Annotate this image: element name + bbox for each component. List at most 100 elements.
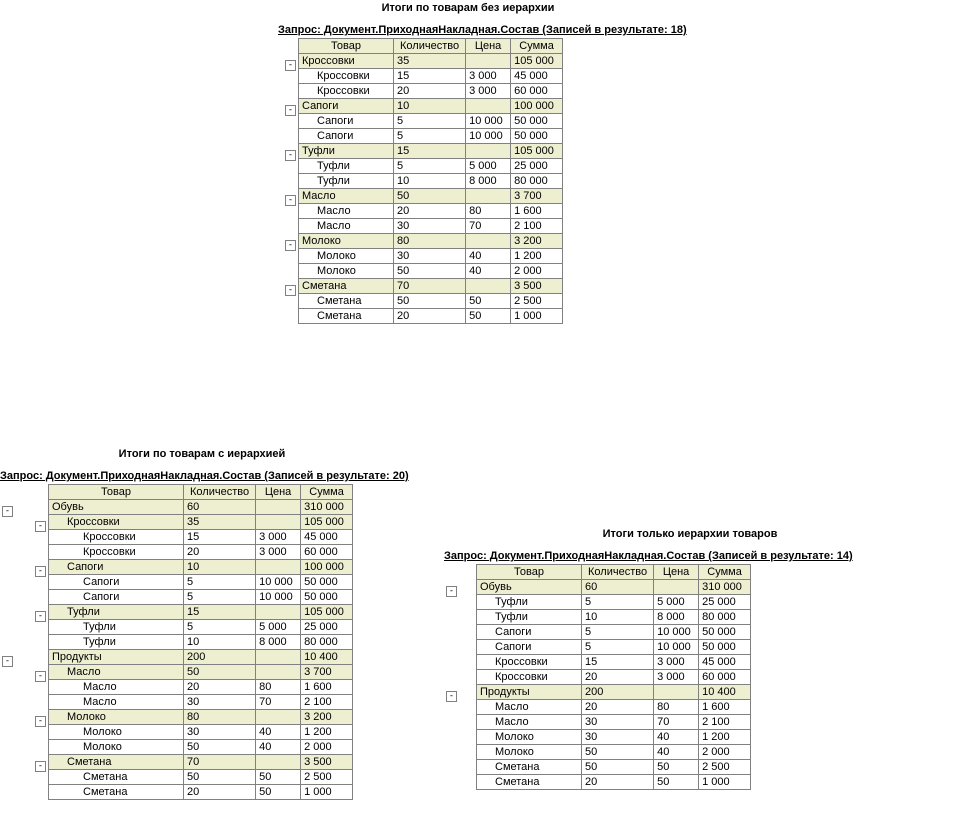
table-cell [256,710,301,725]
table-row[interactable]: Сапоги510 00050 000 [477,640,751,655]
column-header: Товар [299,39,394,54]
table-row[interactable]: Туфли15105 000 [49,605,353,620]
table-row[interactable]: Масло20801 600 [299,204,563,219]
table-row[interactable]: Молоко803 200 [49,710,353,725]
table-row[interactable]: Кроссовки35105 000 [299,54,563,69]
table-row[interactable]: Туфли108 00080 000 [49,635,353,650]
table-row[interactable]: Обувь60310 000 [477,580,751,595]
table-row[interactable]: Сапоги510 00050 000 [49,575,353,590]
table-cell: 50 [394,189,466,204]
table-row[interactable]: Сметана20501 000 [299,309,563,324]
table-cell: 15 [184,530,256,545]
table-row[interactable]: Туфли55 00025 000 [49,620,353,635]
table-row[interactable]: Продукты20010 400 [477,685,751,700]
collapse-icon[interactable]: - [285,105,296,116]
table-row[interactable]: Кроссовки203 00060 000 [477,670,751,685]
table-row[interactable]: Сметана50502 500 [299,294,563,309]
table-row[interactable]: Кроссовки35105 000 [49,515,353,530]
table-row[interactable]: Продукты20010 400 [49,650,353,665]
table-row[interactable]: Молоко50402 000 [477,745,751,760]
table-row[interactable]: Сапоги10100 000 [49,560,353,575]
tree-row [0,774,48,789]
table-row[interactable]: Молоко803 200 [299,234,563,249]
table-row[interactable]: Сметана50502 500 [477,760,751,775]
panel3: Запрос: Документ.ПриходнаяНакладная.Сост… [444,550,853,794]
table-cell: 10 [582,610,654,625]
tree-row [278,223,298,238]
panel1-query-link[interactable]: Запрос: Документ.ПриходнаяНакладная.Сост… [278,24,687,36]
table-cell: 10 000 [466,114,511,129]
table-cell: 105 000 [511,54,563,69]
tree-row [444,629,476,644]
table-cell: 50 [184,665,256,680]
table-row[interactable]: Сметана20501 000 [477,775,751,790]
table-row[interactable]: Масло30702 100 [477,715,751,730]
table-row[interactable]: Молоко50402 000 [299,264,563,279]
collapse-icon[interactable]: - [35,671,46,682]
collapse-icon[interactable]: - [35,716,46,727]
tree-row: - [0,759,48,774]
table-cell: 50 [582,760,654,775]
table-row[interactable]: Масло503 700 [299,189,563,204]
table-cell: 60 000 [511,84,563,99]
table-cell: Молоко [477,730,582,745]
table-row[interactable]: Кроссовки153 00045 000 [299,69,563,84]
table-row[interactable]: Туфли55 00025 000 [299,159,563,174]
collapse-icon[interactable]: - [446,691,457,702]
collapse-icon[interactable]: - [35,761,46,772]
table-row[interactable]: Сметана703 500 [49,755,353,770]
table-cell: 1 000 [699,775,751,790]
collapse-icon[interactable]: - [35,611,46,622]
table-row[interactable]: Масло30702 100 [49,695,353,710]
table-cell: Сапоги [299,114,394,129]
table-row[interactable]: Молоко30401 200 [49,725,353,740]
tree-row [0,624,48,639]
collapse-icon[interactable]: - [285,150,296,161]
table-row[interactable]: Туфли15105 000 [299,144,563,159]
table-row[interactable]: Масло30702 100 [299,219,563,234]
table-cell: 3 000 [466,84,511,99]
collapse-icon[interactable]: - [35,566,46,577]
column-header: Товар [477,565,582,580]
table-cell: 20 [582,700,654,715]
table-cell: Сметана [299,294,394,309]
tree-row: - [444,584,476,599]
table-row[interactable]: Молоко30401 200 [299,249,563,264]
panel3-query-link[interactable]: Запрос: Документ.ПриходнаяНакладная.Сост… [444,550,853,562]
table-row[interactable]: Туфли55 00025 000 [477,595,751,610]
table-row[interactable]: Туфли108 00080 000 [299,174,563,189]
table-cell: Сапоги [477,625,582,640]
collapse-icon[interactable]: - [285,285,296,296]
table-row[interactable]: Сметана20501 000 [49,785,353,800]
table-row[interactable]: Кроссовки153 00045 000 [477,655,751,670]
table-row[interactable]: Сапоги510 00050 000 [49,590,353,605]
collapse-icon[interactable]: - [2,506,13,517]
table-cell [466,99,511,114]
table-row[interactable]: Масло20801 600 [477,700,751,715]
table-cell: 35 [394,54,466,69]
table-row[interactable]: Сапоги10100 000 [299,99,563,114]
table-row[interactable]: Туфли108 00080 000 [477,610,751,625]
table-row[interactable]: Сапоги510 00050 000 [477,625,751,640]
table-row[interactable]: Масло20801 600 [49,680,353,695]
table-row[interactable]: Сапоги510 00050 000 [299,114,563,129]
collapse-icon[interactable]: - [446,586,457,597]
table-row[interactable]: Кроссовки203 00060 000 [299,84,563,99]
table-row[interactable]: Масло503 700 [49,665,353,680]
table-row[interactable]: Кроссовки153 00045 000 [49,530,353,545]
panel3-title: Итоги только иерархии товаров [570,528,810,540]
table-row[interactable]: Кроссовки203 00060 000 [49,545,353,560]
table-row[interactable]: Сметана50502 500 [49,770,353,785]
collapse-icon[interactable]: - [285,195,296,206]
table-cell: 50 000 [301,575,353,590]
panel2-query-link[interactable]: Запрос: Документ.ПриходнаяНакладная.Сост… [0,470,409,482]
table-row[interactable]: Молоко50402 000 [49,740,353,755]
collapse-icon[interactable]: - [35,521,46,532]
collapse-icon[interactable]: - [285,240,296,251]
table-row[interactable]: Сапоги510 00050 000 [299,129,563,144]
collapse-icon[interactable]: - [285,60,296,71]
table-row[interactable]: Обувь60310 000 [49,500,353,515]
table-row[interactable]: Сметана703 500 [299,279,563,294]
collapse-icon[interactable]: - [2,656,13,667]
table-row[interactable]: Молоко30401 200 [477,730,751,745]
